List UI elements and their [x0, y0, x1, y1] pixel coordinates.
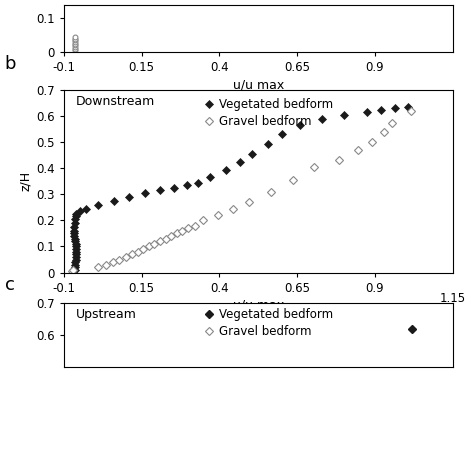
Gravel bedform	[185, 226, 191, 231]
Vegetated bedform	[265, 141, 271, 146]
Vegetated bedform	[73, 211, 79, 217]
Vegetated bedform	[279, 132, 284, 137]
Gravel bedform	[389, 120, 395, 126]
Text: Downstream: Downstream	[76, 95, 155, 108]
Gravel bedform	[408, 108, 413, 114]
Vegetated bedform	[405, 104, 410, 110]
Gravel bedform	[231, 206, 237, 211]
Vegetated bedform	[73, 244, 79, 249]
Vegetated bedform	[73, 259, 78, 265]
Vegetated bedform	[83, 206, 89, 211]
Legend: Vegetated bedform, Gravel bedform: Vegetated bedform, Gravel bedform	[202, 306, 335, 340]
Vegetated bedform	[73, 214, 79, 219]
Vegetated bedform	[77, 209, 82, 214]
Y-axis label: z/H: z/H	[19, 171, 32, 191]
Gravel bedform	[146, 244, 151, 249]
Gravel bedform	[215, 212, 221, 218]
Vegetated bedform	[73, 216, 78, 222]
Gravel bedform	[355, 147, 361, 153]
Vegetated bedform	[365, 109, 370, 115]
X-axis label: u/u max: u/u max	[233, 299, 284, 312]
Gravel bedform	[123, 254, 128, 260]
Vegetated bedform	[378, 107, 384, 112]
Gravel bedform	[71, 267, 76, 273]
Vegetated bedform	[73, 254, 79, 260]
Vegetated bedform	[184, 182, 190, 188]
Gravel bedform	[69, 268, 74, 274]
Vegetated bedform	[73, 251, 79, 257]
Gravel bedform	[179, 228, 185, 234]
Vegetated bedform	[73, 246, 79, 252]
Vegetated bedform	[195, 180, 201, 185]
Vegetated bedform	[71, 231, 77, 237]
Vegetated bedform	[72, 220, 78, 226]
Gravel bedform	[129, 251, 135, 257]
Vegetated bedform	[95, 202, 101, 208]
Gravel bedform	[110, 259, 116, 265]
Text: b: b	[5, 55, 16, 73]
Vegetated bedform	[298, 122, 303, 128]
Vegetated bedform	[223, 167, 228, 173]
X-axis label: u/u max: u/u max	[233, 78, 284, 91]
Gravel bedform	[290, 177, 295, 183]
Gravel bedform	[337, 157, 342, 163]
Vegetated bedform	[73, 238, 78, 244]
Vegetated bedform	[72, 267, 78, 273]
Gravel bedform	[246, 200, 252, 205]
Vegetated bedform	[319, 116, 325, 121]
Vegetated bedform	[249, 151, 255, 157]
Vegetated bedform	[127, 194, 132, 200]
Gravel bedform	[201, 218, 206, 223]
Vegetated bedform	[392, 106, 398, 111]
Vegetated bedform	[237, 159, 243, 164]
Gravel bedform	[95, 264, 101, 270]
Vegetated bedform	[73, 249, 79, 255]
Gravel bedform	[173, 231, 179, 237]
Vegetated bedform	[207, 174, 213, 180]
Gravel bedform	[311, 164, 317, 170]
Vegetated bedform	[142, 190, 148, 196]
Gravel bedform	[117, 257, 122, 263]
Legend: Vegetated bedform, Gravel bedform: Vegetated bedform, Gravel bedform	[202, 96, 335, 130]
Vegetated bedform	[111, 198, 117, 204]
Text: 1.15: 1.15	[439, 292, 466, 305]
Gravel bedform	[369, 139, 374, 145]
Vegetated bedform	[341, 112, 346, 118]
Vegetated bedform	[72, 236, 78, 242]
Gravel bedform	[103, 262, 109, 267]
Vegetated bedform	[73, 262, 78, 267]
Vegetated bedform	[72, 264, 78, 270]
Gravel bedform	[135, 249, 141, 255]
Vegetated bedform	[172, 185, 177, 191]
Gravel bedform	[140, 246, 146, 252]
Line: Vegetated bedform: Vegetated bedform	[71, 104, 410, 273]
Text: Upstream: Upstream	[76, 309, 137, 321]
Gravel bedform	[168, 233, 174, 239]
Vegetated bedform	[72, 224, 77, 230]
Line: Gravel bedform: Gravel bedform	[69, 108, 413, 274]
Gravel bedform	[192, 223, 198, 228]
Vegetated bedform	[72, 233, 77, 239]
Vegetated bedform	[71, 228, 77, 234]
Gravel bedform	[268, 189, 273, 195]
Gravel bedform	[163, 236, 169, 242]
Gravel bedform	[382, 129, 387, 135]
Vegetated bedform	[73, 257, 79, 263]
Gravel bedform	[151, 241, 157, 246]
Vegetated bedform	[157, 188, 163, 193]
Text: c: c	[5, 276, 15, 294]
Gravel bedform	[157, 238, 163, 244]
Vegetated bedform	[73, 241, 79, 246]
